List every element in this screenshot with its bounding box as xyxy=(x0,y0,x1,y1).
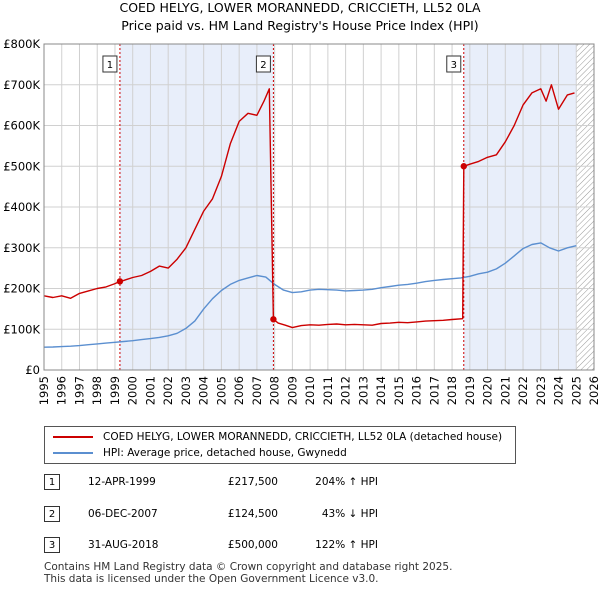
x-tick-label: 2005 xyxy=(214,376,228,405)
transaction-hpi: 122% ↑ HPI xyxy=(315,539,378,551)
y-tick-label: £600K xyxy=(3,119,40,133)
x-tick-label: 2013 xyxy=(356,376,370,405)
y-tick-label: £500K xyxy=(3,159,40,173)
chart-subtitle: Price paid vs. HM Land Registry's House … xyxy=(121,18,479,33)
x-tick-label: 2022 xyxy=(516,376,530,405)
x-tick-label: 2015 xyxy=(392,376,406,405)
x-tick-label: 2025 xyxy=(569,376,583,405)
footer-license: This data is licensed under the Open Gov… xyxy=(44,573,379,585)
x-tick-label: 2009 xyxy=(285,376,299,405)
y-tick-label: £200K xyxy=(3,282,40,296)
transaction-num: 3 xyxy=(44,537,60,553)
legend-item-hpi: HPI: Average price, detached house, Gwyn… xyxy=(53,446,347,460)
event-label-1: 1 xyxy=(107,60,113,71)
x-tick-label: 2016 xyxy=(410,376,424,405)
event-point-2 xyxy=(270,316,277,323)
y-tick-label: £300K xyxy=(3,241,40,255)
x-tick-label: 2008 xyxy=(268,376,282,405)
transaction-row-3: 3 31-AUG-2018 £500,000 122% ↑ HPI xyxy=(44,536,378,554)
x-tick-label: 2026 xyxy=(587,376,600,405)
plot-frame xyxy=(43,43,595,371)
x-tick-label: 2024 xyxy=(552,376,566,405)
legend: COED HELYG, LOWER MORANNEDD, CRICCIETH, … xyxy=(44,426,516,464)
chart-svg: 1 2 3 £0 £100K £200K £300K £400K £500K £600K £700K… xyxy=(3,37,600,405)
transaction-price: £217,500 xyxy=(227,476,278,488)
x-tick-label: 2019 xyxy=(463,376,477,405)
transaction-date: 06-DEC-2007 xyxy=(88,508,158,520)
x-tick-label: 2010 xyxy=(303,376,317,405)
x-tick-label: 2012 xyxy=(339,376,353,405)
transaction-date: 31-AUG-2018 xyxy=(88,539,159,551)
event-label-3: 3 xyxy=(451,60,457,71)
x-tick-label: 2000 xyxy=(126,376,140,405)
y-tick-label: £400K xyxy=(3,200,40,214)
transaction-price: £500,000 xyxy=(227,539,278,551)
transaction-num: 2 xyxy=(44,506,60,522)
transaction-num: 1 xyxy=(44,474,60,490)
x-tick-label: 2004 xyxy=(197,376,211,405)
event-box-1 xyxy=(102,55,118,73)
transaction-price: £124,500 xyxy=(227,508,278,520)
x-tick-label: 2003 xyxy=(179,376,193,405)
x-tick-label: 2023 xyxy=(534,376,548,405)
event-label-2: 2 xyxy=(260,60,266,71)
x-tick-label: 2007 xyxy=(250,376,264,405)
legend-label-hpi: HPI: Average price, detached house, Gwyn… xyxy=(103,447,347,459)
legend-item-price: COED HELYG, LOWER MORANNEDD, CRICCIETH, … xyxy=(53,430,502,444)
x-tick-label: 1995 xyxy=(37,376,51,405)
x-tick-label: 2021 xyxy=(498,376,512,405)
transaction-hpi: 204% ↑ HPI xyxy=(315,476,378,488)
x-tick-label: 1996 xyxy=(55,376,69,405)
x-tick-label: 1998 xyxy=(90,376,104,405)
x-tick-label: 2002 xyxy=(161,376,175,405)
price-paid-line xyxy=(43,84,575,329)
transaction-row-1: 1 12-APR-1999 £217,500 204% ↑ HPI xyxy=(44,473,378,491)
chart-title: COED HELYG, LOWER MORANNEDD, CRICCIETH, … xyxy=(119,0,481,15)
x-tick-label: 2017 xyxy=(427,376,441,405)
x-tick-label: 2006 xyxy=(232,376,246,405)
legend-swatch-price xyxy=(53,436,93,438)
transaction-date: 12-APR-1999 xyxy=(88,476,156,488)
y-tick-label: £700K xyxy=(3,78,40,92)
x-tick-label: 2001 xyxy=(143,376,157,405)
event-box-3 xyxy=(446,55,462,73)
transaction-row-2: 2 06-DEC-2007 £124,500 43% ↓ HPI xyxy=(44,505,378,523)
transaction-hpi: 43% ↓ HPI xyxy=(321,508,378,520)
event-point-3 xyxy=(460,163,467,170)
event-box-2 xyxy=(255,55,271,73)
x-tick-label: 2020 xyxy=(481,376,495,405)
y-tick-label: £0 xyxy=(25,363,40,377)
x-tick-label: 2014 xyxy=(374,376,388,405)
x-tick-label: 1999 xyxy=(108,376,122,405)
legend-swatch-hpi xyxy=(53,452,93,454)
x-tick-label: 2018 xyxy=(445,376,459,405)
y-tick-label: £100K xyxy=(3,322,40,336)
x-tick-label: 2011 xyxy=(321,376,335,405)
footer-copyright: Contains HM Land Registry data © Crown c… xyxy=(44,561,453,573)
legend-label-price: COED HELYG, LOWER MORANNEDD, CRICCIETH, … xyxy=(103,431,503,443)
event-point-1 xyxy=(116,278,124,285)
y-tick-label: £800K xyxy=(3,37,40,51)
hpi-line xyxy=(43,242,577,348)
x-tick-label: 1997 xyxy=(72,376,86,405)
